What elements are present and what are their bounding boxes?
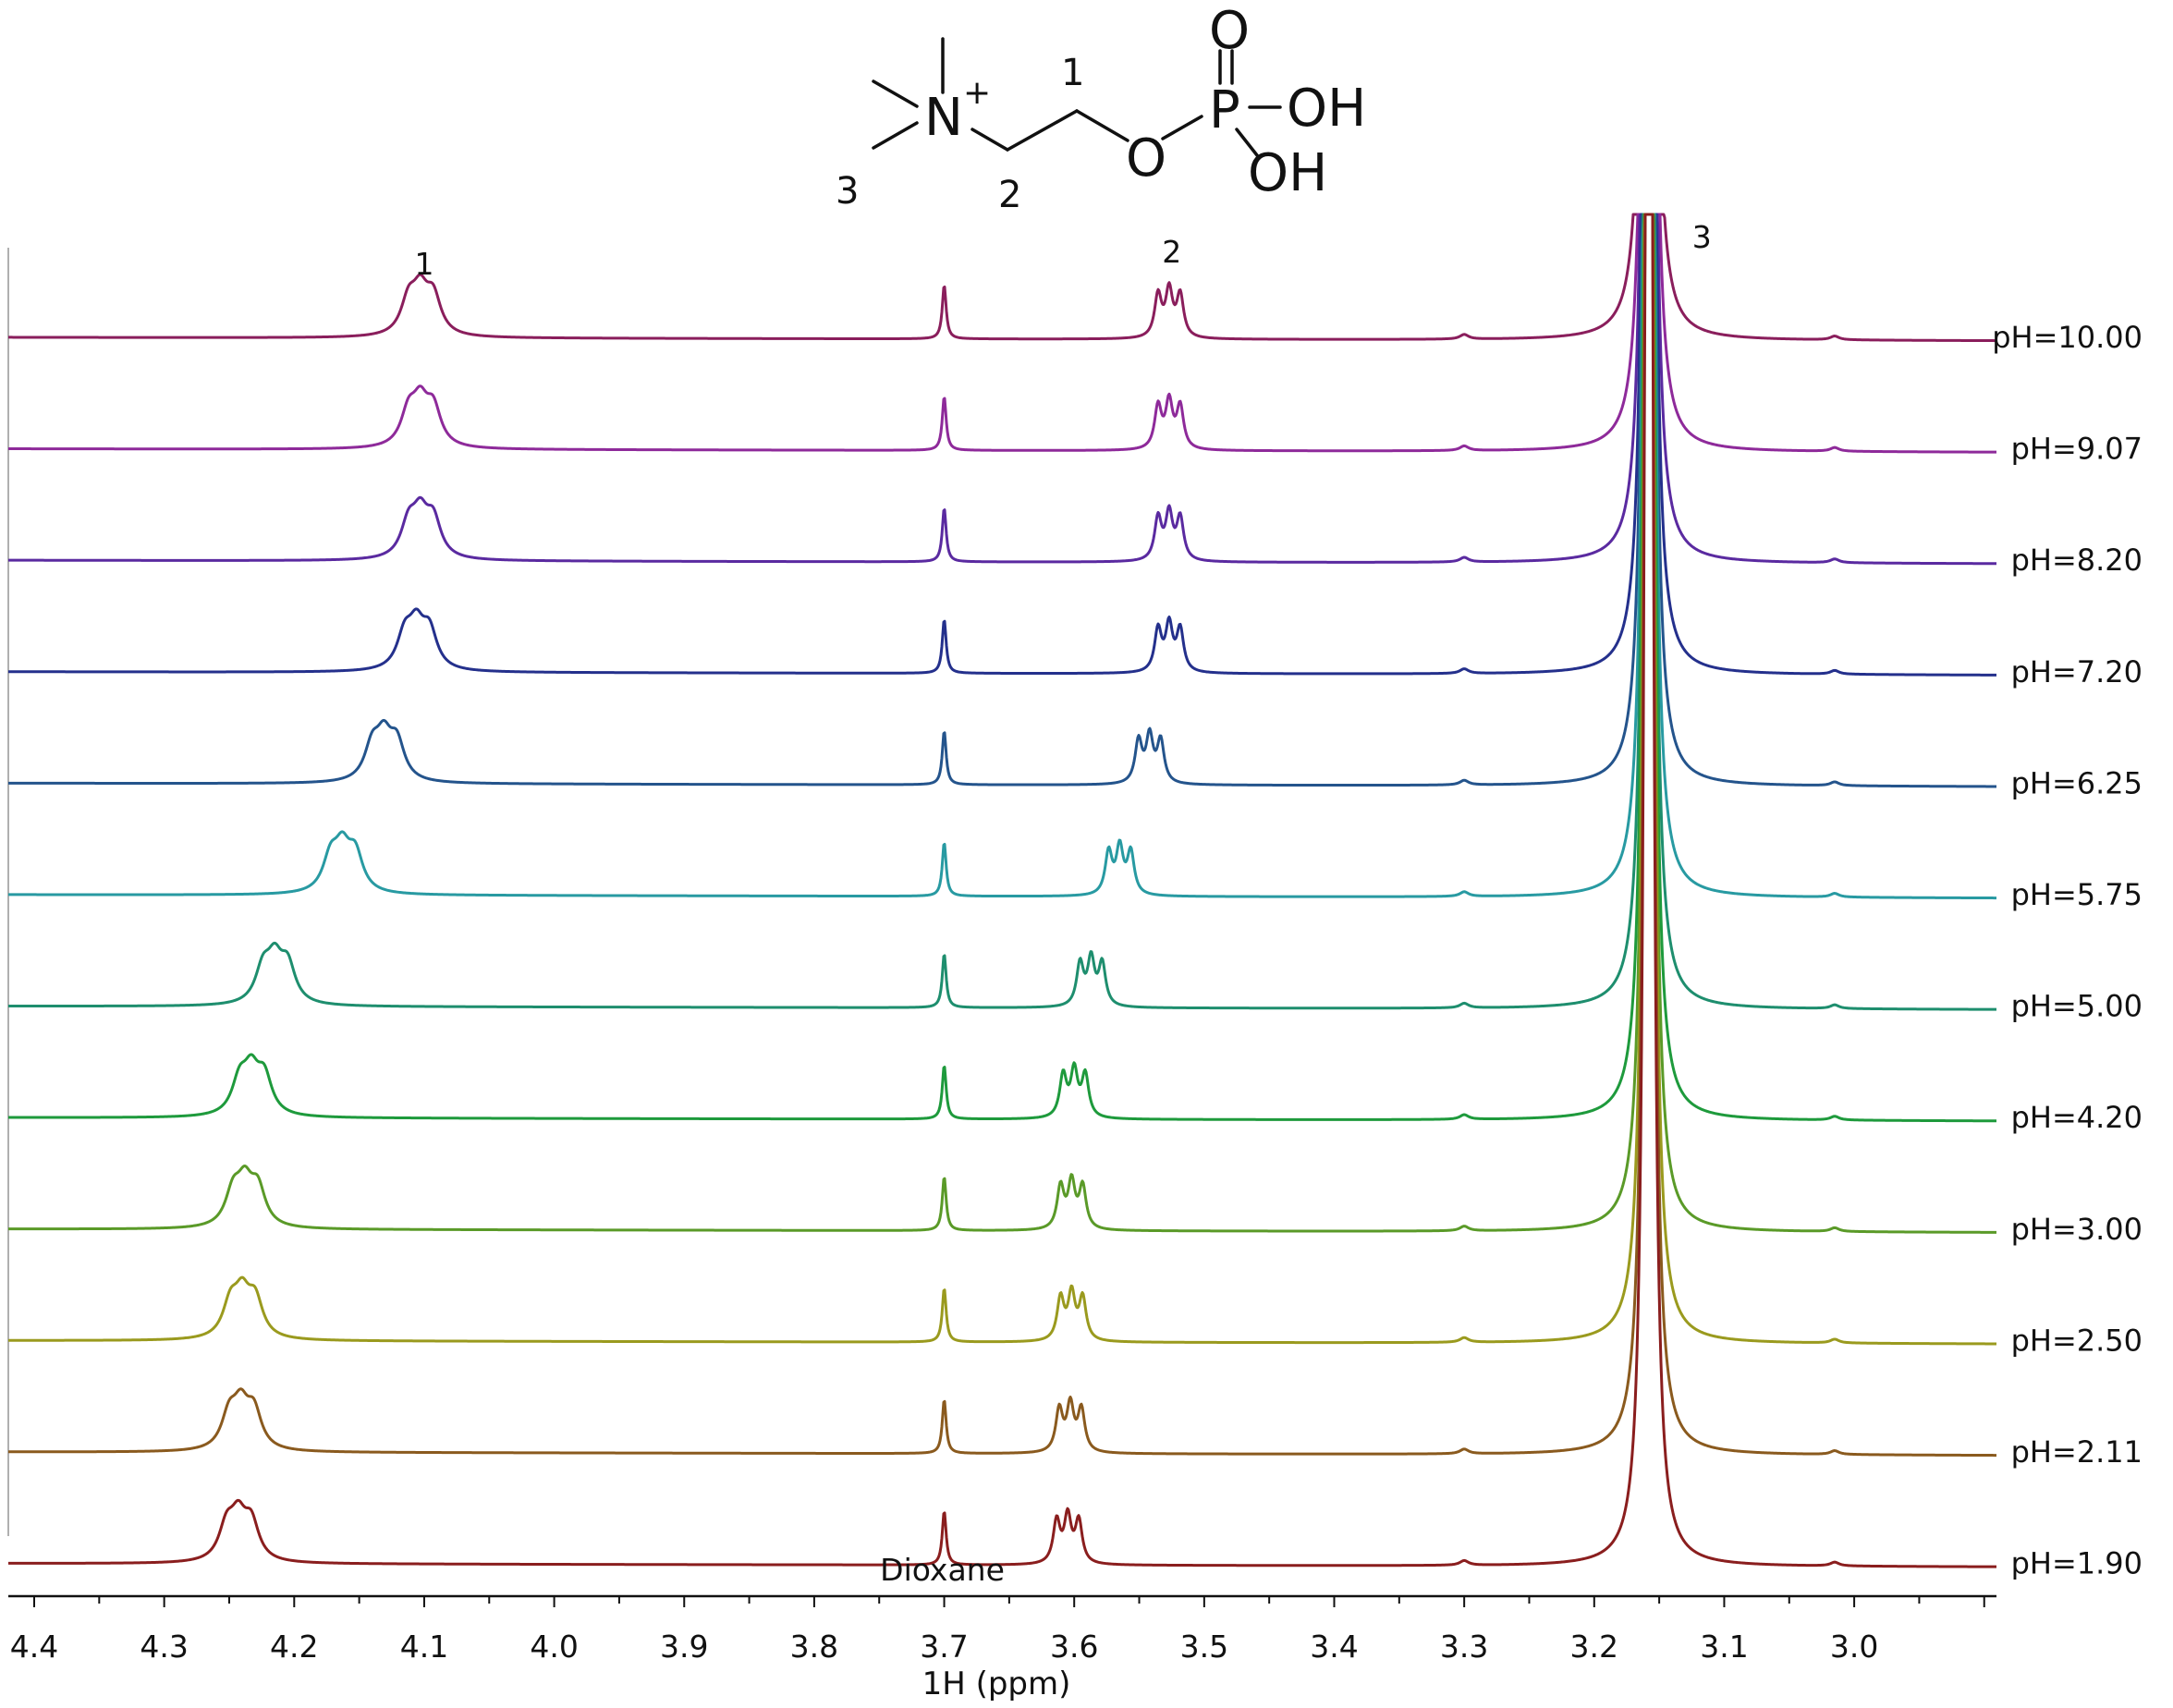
x-axis-ticks [33, 1596, 1985, 1607]
phosphorus-atom: P [1209, 80, 1240, 140]
x-tick-label: 3.7 [920, 1629, 968, 1665]
peak-label: 1 [414, 246, 433, 282]
spectrum-trace [7, 213, 1997, 454]
ph-label: pH=5.75 [2011, 877, 2142, 912]
ph-label: pH=1.90 [2011, 1546, 2142, 1581]
spectrum-trace [7, 213, 1997, 1234]
o-to-p-bond [1161, 115, 1203, 140]
spectrum-trace [7, 213, 1997, 788]
x-tick-label: 3.4 [1310, 1629, 1358, 1665]
ester-oxygen-atom: O [1126, 128, 1166, 189]
methyl-bond-left-lower [872, 121, 919, 150]
peak-label: 2 [1162, 234, 1181, 270]
spectrum-trace [7, 213, 1997, 900]
x-tick-label: 4.0 [530, 1629, 578, 1665]
ph-label: pH=7.20 [2011, 654, 2142, 689]
hydroxyl-2-group: OH [1248, 143, 1327, 203]
ph-label: pH=4.20 [2011, 1100, 2142, 1135]
annotations: Dioxane [880, 1552, 1005, 1588]
methyl-bond-left-upper [872, 79, 919, 108]
peak-label: 3 [1692, 219, 1712, 255]
position-label-2: 2 [998, 174, 1021, 216]
x-tick-label: 3.2 [1570, 1629, 1618, 1665]
position-label-3: 3 [836, 170, 859, 213]
hydroxyl-1-group: OH [1287, 79, 1366, 139]
x-tick-label: 3.5 [1180, 1629, 1228, 1665]
x-tick-label: 3.6 [1050, 1629, 1098, 1665]
spectrum-trace [7, 213, 1997, 566]
x-tick-label: 3.8 [790, 1629, 838, 1665]
ph-label: pH=5.00 [2011, 989, 2142, 1024]
x-tick-label: 4.2 [270, 1629, 318, 1665]
spectrum-trace [7, 213, 1997, 1568]
spectrum-trace [7, 213, 1997, 1011]
ph-labels: pH=10.00 pH=9.07 pH=8.20 pH=7.20 pH=6.25 pH=5… [1992, 320, 2142, 1581]
spectrum-trace [7, 213, 1997, 1123]
ph-label: pH=2.50 [2011, 1323, 2142, 1358]
ph-label: pH=9.07 [2011, 432, 2142, 467]
nitrogen-charge: + [963, 74, 991, 112]
chemical-structure: N + O P O OH OH 1 2 3 [836, 1, 1366, 216]
position-label-1: 1 [1061, 52, 1084, 94]
spectrum-trace [7, 213, 1997, 1346]
ph-label: pH=8.20 [2011, 543, 2142, 578]
p-to-oh2-bond [1235, 128, 1259, 157]
spectrum-trace [7, 213, 1997, 677]
ph-label: pH=2.11 [2011, 1434, 2142, 1470]
x-tick-label: 3.1 [1700, 1629, 1748, 1665]
double-bond-oxygen-atom: O [1209, 1, 1250, 61]
x-tick-label: 3.0 [1830, 1629, 1878, 1665]
spectrum-trace [7, 213, 1997, 1458]
dioxane-label: Dioxane [880, 1552, 1005, 1588]
ph-label: pH=3.00 [2011, 1212, 2142, 1247]
spectra-traces [7, 213, 1997, 1568]
ph-label: pH=6.25 [2011, 765, 2142, 800]
x-tick-label: 4.1 [400, 1629, 448, 1665]
x-tick-label: 4.4 [10, 1629, 58, 1665]
peak-labels: 1 2 3 [414, 219, 1711, 282]
c1-to-o-bond [1075, 109, 1129, 142]
nitrogen-atom: N [924, 88, 963, 148]
ph-label: pH=10.00 [1992, 320, 2142, 355]
n-to-c2-bond [971, 128, 1009, 152]
x-axis-tick-labels: 4.4 4.3 4.2 4.1 4.0 3.9 3.8 3.7 3.6 3.5 3.4 3.3 3.2 3… [10, 1629, 1879, 1665]
x-tick-label: 3.9 [660, 1629, 708, 1665]
x-axis-title: 1H (ppm) [922, 1665, 1071, 1702]
x-tick-label: 4.3 [140, 1629, 188, 1665]
spectrum-trace [7, 213, 1997, 343]
c2-to-c1-bond [1006, 109, 1079, 152]
x-tick-label: 3.3 [1440, 1629, 1488, 1665]
